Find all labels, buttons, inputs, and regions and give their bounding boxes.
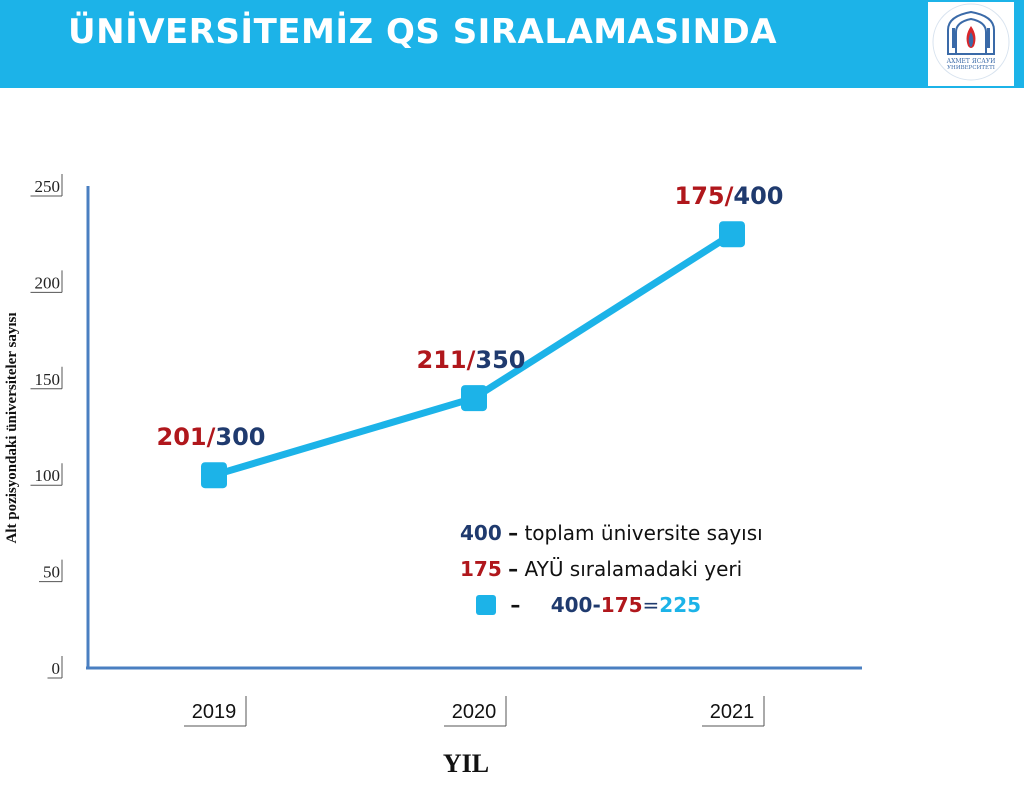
data-label-slash: / [207,423,216,451]
data-point-marker [719,221,745,248]
x-category-label: 2020 [452,701,497,723]
legend-formula-a: 400 [550,593,593,617]
y-axis-ticks: 0 50 100 150 200 250 [30,174,63,679]
header-bar: ÜNİVERSİTEMİZ QS SIRALAMASINDA АХМЕТ ЯСА… [0,0,1024,88]
legend: 400 – toplam üniversite sayısı 175 – AYÜ… [430,518,763,626]
legend-total-dash: – [508,521,519,545]
page-title: ÜNİVERSİTEMİZ QS SIRALAMASINDA [68,12,778,52]
y-tick-label: 150 [35,370,61,389]
university-logo: АХМЕТ ЯСАУИ УНИВЕРСИТЕТІ [928,2,1014,86]
data-label-total: 350 [475,346,525,374]
y-tick-label: 250 [35,177,61,196]
y-tick-label: 200 [35,273,61,292]
data-label-slash: / [467,346,476,374]
y-tick-label: 0 [52,659,61,678]
legend-row-total: 400 – toplam üniversite sayısı [430,518,763,554]
university-logo-icon [932,3,1010,81]
legend-formula-dash: – [510,593,521,617]
x-axis-label: YIL [443,749,489,778]
legend-row-rank: 175 – AYÜ sıralamadaki yeri [430,554,763,590]
data-point-marker [201,462,227,489]
data-label: 175/400 [675,182,784,210]
legend-rank-text: AYÜ sıralamadaki yeri [524,557,743,581]
x-category-label: 2021 [710,701,755,723]
legend-rank-dash: – [508,557,519,581]
data-label: 211/350 [417,346,526,374]
logo-text-line1: АХМЕТ ЯСАУИ [946,58,996,65]
y-axis-label: Alt pozisyondaki üniversiteler sayısı [4,313,20,544]
legend-formula-result: 225 [659,593,702,617]
legend-total-text: toplam üniversite sayısı [524,521,763,545]
data-label-total: 300 [215,423,265,451]
data-label-total: 400 [733,182,783,210]
legend-total-value: 400 [460,521,502,545]
data-label-rank: 201 [157,423,207,451]
legend-formula-eq: = [642,593,660,617]
logo-text-line2: УНИВЕРСИТЕТІ [947,65,995,71]
legend-row-formula: – 400-175=225 [430,590,763,626]
legend-marker-icon [476,595,496,615]
data-label: 201/300 [157,423,266,451]
data-label-slash: / [725,182,734,210]
legend-formula-b: 175 [600,593,643,617]
x-axis-categories: 2019 2020 2021 [184,696,765,727]
data-label-rank: 175 [675,182,725,210]
legend-formula-minus: - [592,593,601,617]
legend-rank-value: 175 [460,557,502,581]
y-tick-label: 100 [35,466,61,485]
data-point-marker [461,385,487,412]
series-markers [201,221,745,489]
x-category-label: 2019 [192,701,237,723]
data-label-rank: 211 [417,346,467,374]
y-tick-label: 50 [43,563,60,582]
